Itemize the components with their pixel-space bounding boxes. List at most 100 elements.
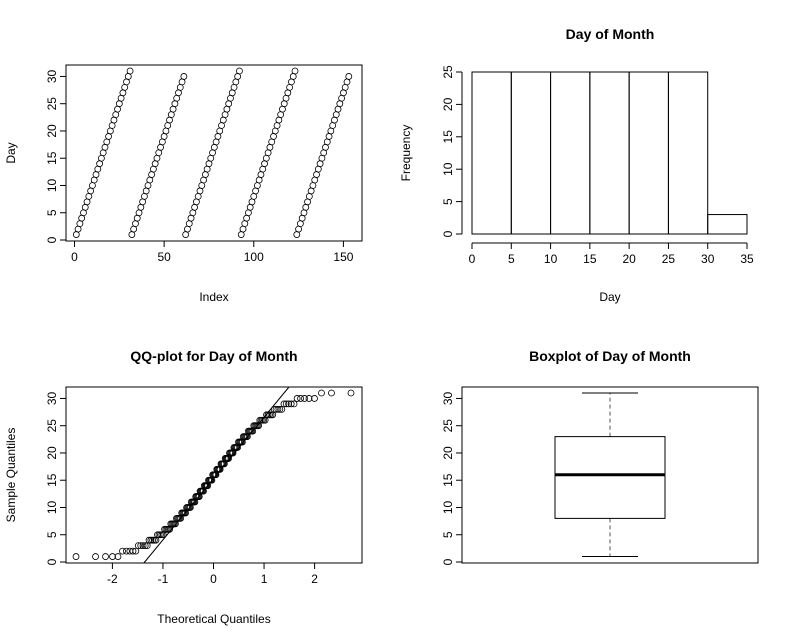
boxplot [554,392,666,558]
data-point [150,536,158,544]
data-point [139,542,147,550]
data-point [282,400,290,408]
tick-label: 15 [45,473,59,487]
tick-label: 0 [71,250,78,264]
tick-label: 100 [244,250,264,264]
histogram-bar [667,71,709,235]
data-point [114,553,122,560]
tick-label: 10 [45,178,59,192]
tick-label: 15 [45,151,59,165]
tick-label: 2 [311,572,318,586]
data-point [267,411,275,419]
tick-label: 35 [740,252,754,266]
y-axis: 0 5 10 15 20 25 30 [45,391,67,565]
tick-label: 5 [441,198,455,205]
tick-label: 30 [701,252,715,266]
data-point [129,547,137,555]
data-point [301,395,308,402]
histogram-bar [589,71,630,235]
y-axis: 0 5 10 15 20 25 30 [45,69,67,243]
tick-label: 25 [45,97,59,111]
histogram-bar [510,71,552,235]
data-point [328,389,335,397]
tick-label: 10 [441,162,455,176]
data-point [347,389,355,397]
tick-label: 25 [441,65,455,79]
tick-label: 0 [469,252,476,266]
data-point [149,536,157,544]
data-point [141,542,149,550]
data-point [102,553,109,560]
data-point [305,395,313,402]
chart-title: Boxplot of Day of Month [529,348,691,364]
histogram-bars [471,71,748,235]
data-point [126,67,134,75]
tick-label: 50 [157,250,171,264]
tick-label: 10 [45,500,59,514]
data-point [236,67,243,75]
tick-label: 20 [441,446,455,460]
tick-label: -2 [107,572,118,586]
tick-label: 150 [333,250,353,264]
data-point [290,400,298,408]
tick-label: -1 [158,572,169,586]
y-axis: 0 5 10 15 20 25 30 [441,391,463,565]
data-point [123,547,130,555]
panel-index-scatter: 0 50 100 150 0 5 10 15 20 25 30 Index Day [4,64,363,304]
data-point [345,73,353,80]
tick-label: 25 [45,419,59,433]
tick-label: 15 [441,130,455,144]
chart-title: QQ-plot for Day of Month [130,348,297,364]
tick-label: 0 [441,230,455,237]
panel-histogram: Day of Month 0 5 10 15 20 25 30 35 0 5 10 15 20 25 D… [399,26,754,304]
y-axis-label: Frequency [399,125,413,182]
tick-label: 20 [45,446,59,460]
x-axis-label: Theoretical Quantiles [157,612,270,626]
data-point [134,542,142,550]
tick-label: 0 [210,572,217,586]
plot-frame [65,386,363,564]
tick-label: 0 [441,558,455,565]
plot-frame [65,64,363,242]
histogram-bar [628,71,669,235]
tick-label: 10 [441,500,455,514]
data-point [280,400,288,408]
data-points [72,67,353,238]
tick-label: 25 [441,419,455,433]
data-point [291,67,299,75]
chart-title: Day of Month [566,26,655,42]
data-point [145,536,153,544]
data-point [293,395,301,402]
tick-label: 10 [544,252,558,266]
tick-label: 30 [441,391,455,405]
tick-label: 5 [508,252,515,266]
data-point [287,400,295,408]
tick-label: 15 [441,473,455,487]
y-axis: 0 5 10 15 20 25 [441,65,463,237]
tick-label: 0 [45,236,59,243]
data-point [318,389,325,397]
x-axis-label: Index [199,290,228,304]
tick-label: 25 [662,252,676,266]
tick-label: 5 [441,531,455,538]
x-axis: 0 50 100 150 [71,240,354,264]
x-axis-label: Day [599,290,620,304]
data-point [147,536,155,544]
tick-label: 20 [441,97,455,111]
data-point [180,73,188,80]
tick-label: 0 [45,558,59,565]
y-axis-label: Sample Quantiles [4,428,18,523]
data-point [119,547,126,555]
data-point [132,547,140,555]
tick-label: 5 [45,209,59,216]
data-point [109,553,116,560]
histogram-bar [707,214,748,235]
data-point [72,553,80,560]
tick-label: 5 [45,531,59,538]
data-point [92,553,99,560]
tick-label: 20 [622,252,636,266]
histogram-bar [471,71,512,235]
x-axis: -2 -1 0 1 2 [107,562,318,586]
x-axis: 0 5 10 15 20 25 30 35 [469,242,754,266]
